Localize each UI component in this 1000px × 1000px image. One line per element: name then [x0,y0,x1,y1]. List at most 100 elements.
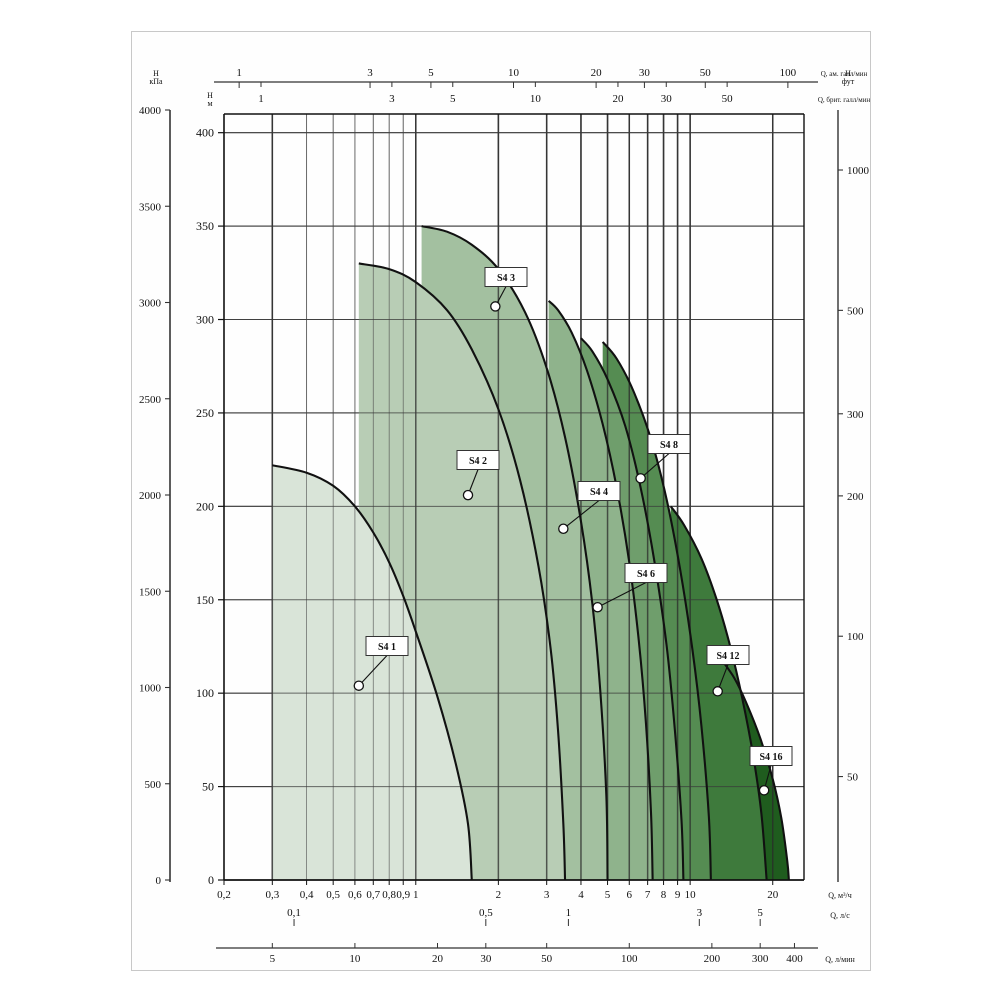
tick-label-y-m: 200 [196,499,214,513]
series-callout-box[interactable] [647,434,691,454]
tick-label-x-lmin: 10 [349,953,361,965]
tick-label-x-lmin: 400 [786,953,803,965]
tick-label-x-m3h: 3 [544,889,550,901]
tick-label-x-usgpm: 5 [428,67,434,79]
tick-label-x-ukgpm: 30 [661,93,673,105]
tick-label-y-kpa: 500 [145,779,162,791]
tick-label-y-kpa: 2500 [139,394,162,406]
tick-label-y-kpa: 3500 [139,201,162,213]
tick-label-y-kpa: 0 [156,875,162,887]
series-callout-box[interactable] [365,636,409,656]
tick-label-x-lmin: 50 [541,953,553,965]
tick-label-y-kpa: 2000 [139,490,162,502]
tick-label-x-usgpm: 1 [236,67,242,79]
curve-line [601,341,712,880]
tick-label-y-kpa: 3000 [139,298,162,310]
series-callout-box[interactable] [624,563,668,583]
series-callout-box[interactable] [456,450,500,470]
tick-label-x-m3h: 0,4 [300,889,314,901]
tick-label-x-ukgpm: 50 [722,93,734,105]
tick-label-x-lmin: 300 [752,953,769,965]
series-marker[interactable] [558,523,569,535]
tick-label-x-ukgpm: 10 [530,93,542,105]
series-marker[interactable] [635,473,646,484]
tick-label-x-m3h: 0,7 [366,889,380,901]
axis-title-y-m-symbol: H [207,91,213,100]
tick-label-x-m3h: 0,9 [396,889,410,901]
tick-label-x-usgpm: 3 [367,67,373,79]
tick-label-y-m: 300 [196,313,214,327]
series-callout-label: S4 8 [660,440,678,451]
series-marker[interactable] [490,301,501,312]
callout-leader-line [640,453,670,479]
tick-label-x-m3h: 0,3 [265,889,279,901]
tick-label-x-m3h: 0,2 [217,889,231,901]
curve-line [580,337,685,880]
chart-frame: S4 1 S4 2 S4 3 S4 4 S4 6 S4 8 S4 12 S4 16 0 50 100… [131,31,871,971]
tick-label-y-ft: 500 [847,305,864,317]
tick-label-x-usgpm: 50 [700,67,712,79]
tick-label-y-m: 150 [196,593,214,607]
axis-title-y-ft-symbol: H [845,69,851,78]
tick-label-x-lmin: 5 [270,953,276,965]
tick-label-x-lmin: 200 [704,953,721,965]
curve-line [421,225,609,880]
series-callout-box[interactable] [484,267,528,287]
series-callout-box[interactable] [706,645,750,665]
axis-title-y-ft-unit: фут [842,77,855,86]
tick-label-x-usgpm: 20 [591,67,603,79]
series-callout-label: S4 4 [590,487,608,498]
series-callout-label: S4 1 [378,642,396,653]
axis-title-y-m-unit: м [207,99,212,108]
axis-title-x-ukgpm: Q, брит. галл/мин [818,96,870,104]
tick-label-x-m3h: 0,5 [326,889,340,901]
tick-label-x-ls: 1 [566,907,572,919]
tick-label-x-ls: 0,1 [287,907,301,919]
tick-label-x-lmin: 100 [621,953,638,965]
tick-label-x-lmin: 20 [432,953,444,965]
series-callout-label: S4 3 [497,273,515,284]
curve-line [547,300,654,880]
curve-line [272,464,473,880]
tick-label-x-usgpm: 30 [639,67,651,79]
tick-label-y-ft: 100 [847,631,864,643]
tick-label-y-m: 50 [202,780,214,794]
axis-title-y-kpa-unit: кПа [149,77,163,86]
tick-label-y-m: 100 [196,686,214,700]
tick-label-x-m3h: 0,8 [382,889,396,901]
tick-label-y-ft: 200 [847,491,864,503]
axis-title-x-ls: Q, л/с [830,911,850,920]
tick-label-x-m3h: 20 [767,889,779,901]
axis-title-x-m3h: Q, м³/ч [828,891,851,900]
tick-label-x-lmin: 30 [480,953,492,965]
tick-label-x-ukgpm: 1 [258,93,264,105]
tick-label-x-ukgpm: 5 [450,93,456,105]
series-callout-box[interactable] [577,481,621,501]
tick-label-x-m3h: 10 [685,889,697,901]
tick-label-y-m: 350 [196,219,214,233]
tick-label-x-ls: 0,5 [479,907,493,919]
axis-title-y-kpa-symbol: H [153,69,159,78]
series-marker[interactable] [712,686,723,697]
axis-title-x-lmin: Q, л/мин [825,955,855,964]
tick-label-y-kpa: 1500 [139,586,162,598]
series-marker[interactable] [592,601,603,613]
series-marker[interactable] [462,489,474,501]
tick-label-x-m3h: 2 [496,889,502,901]
tick-label-y-m: 0 [208,873,214,887]
series-callout-box[interactable] [749,746,793,766]
callout-leader-line [562,500,600,530]
series-callout-label: S4 16 [759,752,782,763]
tick-label-x-usgpm: 10 [508,67,520,79]
series-callout-label: S4 6 [637,569,655,580]
tick-label-y-ft: 300 [847,409,864,421]
callout-leader-line [597,582,647,608]
series-marker[interactable] [353,680,365,691]
tick-label-y-kpa: 1000 [139,683,162,695]
tick-label-y-ft: 1000 [847,165,870,177]
tick-label-x-ukgpm: 3 [389,93,395,105]
tick-label-x-m3h: 0,6 [348,889,362,901]
series-marker[interactable] [758,785,770,796]
